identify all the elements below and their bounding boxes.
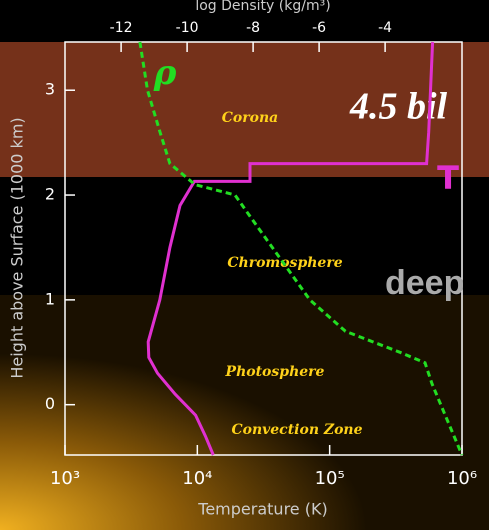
x2-tick-label: -4	[378, 20, 392, 36]
x2-axis-title: log Density (kg/m³)	[195, 0, 330, 14]
x-tick-label: 10⁴	[182, 468, 212, 489]
y-tick-label: 2	[45, 185, 55, 204]
chart: Temperature (K) log Density (kg/m³) Heig…	[0, 0, 489, 530]
series-label: T	[437, 159, 459, 197]
overlay-text: deep	[385, 264, 464, 302]
region-label: Convection Zone	[231, 422, 362, 438]
x-tick-label: 10⁶	[447, 468, 477, 489]
region-label: Corona	[222, 110, 278, 126]
x-tick-label: 10³	[50, 468, 80, 489]
overlay-text: 4.5 bil	[349, 86, 448, 128]
y-tick-label: 0	[45, 394, 55, 413]
x2-tick-label: -10	[176, 20, 199, 36]
y-tick-label: 1	[45, 289, 55, 308]
x-axis-title: Temperature (K)	[197, 500, 327, 519]
y-tick-label: 3	[45, 80, 55, 99]
series-label: ρ	[153, 53, 177, 93]
region-label: Photosphere	[225, 364, 325, 380]
x2-tick-label: -12	[110, 20, 133, 36]
x-tick-label: 10⁵	[315, 468, 345, 489]
y-axis-title: Height above Surface (1000 km)	[8, 117, 27, 378]
sun-image	[0, 295, 489, 530]
x2-tick-label: -8	[246, 20, 260, 36]
x2-tick-label: -6	[312, 20, 326, 36]
